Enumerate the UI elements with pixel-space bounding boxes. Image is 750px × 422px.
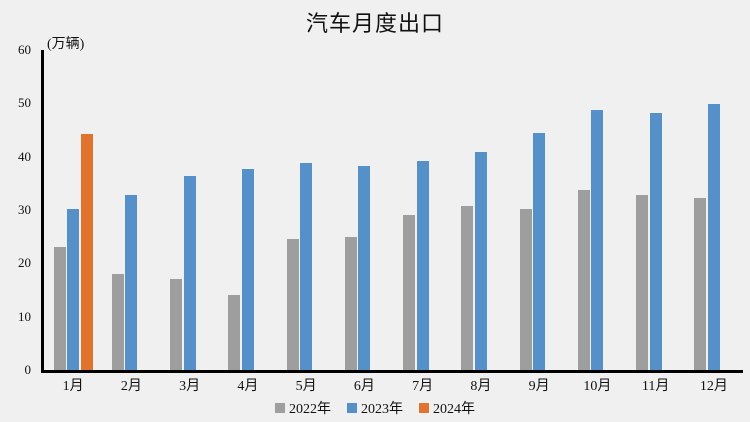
- bar-2023年-12月: [707, 103, 720, 370]
- bar-2022年-2月: [111, 274, 124, 370]
- bar-group-8月: [452, 50, 510, 370]
- bar-2023年-1月: [67, 209, 80, 370]
- y-tick-label: 10: [18, 308, 31, 324]
- legend-swatch-icon: [419, 403, 429, 413]
- bar-group-9月: [510, 50, 568, 370]
- x-axis-label-12月: 12月: [699, 379, 728, 394]
- x-axis-label-9月: 9月: [528, 379, 550, 394]
- bar-group-6月: [335, 50, 393, 370]
- y-tick-label: 20: [18, 255, 31, 271]
- bar-2023年-3月: [183, 175, 196, 370]
- bar-2023年-6月: [358, 166, 371, 370]
- legend-swatch-icon: [347, 403, 357, 413]
- y-tick-label: 60: [18, 42, 31, 57]
- legend-item-2024年: 2024年: [419, 398, 475, 418]
- y-tick-label: 30: [18, 202, 31, 217]
- bar-2023年-7月: [416, 160, 429, 370]
- y-tick-label: 40: [18, 148, 31, 164]
- bar-2022年-4月: [228, 294, 241, 370]
- bar-2023年-8月: [474, 152, 487, 370]
- bar-group-10月: [568, 50, 626, 370]
- legend-item-2022年: 2022年: [275, 398, 331, 418]
- bar-2022年-11月: [636, 194, 649, 370]
- x-axis-label-3月: 3月: [179, 379, 201, 394]
- bar-group-2月: [102, 50, 160, 370]
- bar-2022年-10月: [577, 190, 590, 370]
- bar-2022年-3月: [170, 279, 183, 370]
- bar-2022年-9月: [519, 209, 532, 370]
- bar-group-1月: [44, 50, 102, 370]
- bar-2022年-5月: [286, 239, 299, 370]
- bar-2023年-11月: [649, 112, 662, 370]
- bar-2023年-5月: [300, 162, 313, 370]
- bar-group-12月: [685, 50, 743, 370]
- bar-2023年-9月: [533, 133, 546, 370]
- bar-2022年-6月: [344, 237, 357, 370]
- bar-2024年-1月: [80, 133, 93, 370]
- bar-group-5月: [277, 50, 335, 370]
- x-axis-label-11月: 11月: [641, 379, 670, 394]
- x-axis-label-6月: 6月: [353, 379, 375, 394]
- x-axis-label-8月: 8月: [470, 379, 492, 394]
- bar-2023年-4月: [241, 169, 254, 370]
- x-axis-label-1月: 1月: [62, 379, 84, 394]
- x-axis-label-2月: 2月: [120, 379, 142, 394]
- y-axis-tick-labels: 0 10 20 30 40 50 60: [0, 0, 31, 422]
- x-axis-label-4月: 4月: [237, 379, 259, 394]
- bar-group-4月: [219, 50, 277, 370]
- legend-item-2023年: 2023年: [347, 398, 403, 418]
- bar-2023年-2月: [125, 194, 138, 370]
- chart-title: 汽车月度出口: [305, 11, 444, 36]
- x-axis-label-5月: 5月: [295, 379, 317, 394]
- legend-label: 2024年: [433, 402, 475, 417]
- plot-area: [41, 50, 743, 373]
- y-tick-label: 0: [24, 362, 32, 377]
- bar-2022年-1月: [53, 246, 66, 370]
- bar-group-7月: [394, 50, 452, 370]
- y-tick-label: 50: [18, 95, 31, 111]
- bar-2022年-8月: [461, 205, 474, 370]
- bar-2022年-7月: [403, 215, 416, 370]
- legend: 2022年 2023年 2024年: [0, 398, 750, 418]
- x-axis-label-10月: 10月: [583, 379, 612, 394]
- x-axis-label-7月: 7月: [412, 379, 434, 394]
- legend-label: 2023年: [361, 402, 403, 417]
- bar-group-3月: [161, 50, 219, 370]
- bar-2022年-12月: [694, 197, 707, 370]
- y-axis-unit-label: (万辆): [47, 37, 85, 52]
- x-axis-labels: 1月 2月 3月 4月 5月 6月 7月 8月 9月 10月 11月 12月: [44, 375, 743, 395]
- bar-2023年-10月: [591, 109, 604, 370]
- legend-label: 2022年: [289, 402, 331, 417]
- bar-group-11月: [627, 50, 685, 370]
- legend-swatch-icon: [275, 403, 285, 413]
